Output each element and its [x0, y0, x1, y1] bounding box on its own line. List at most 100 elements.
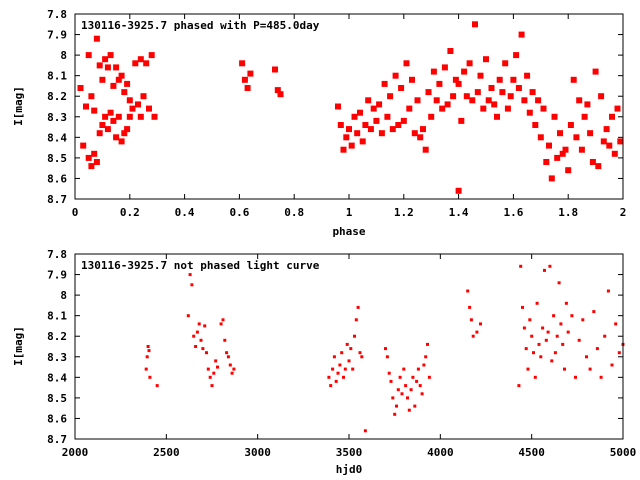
chart2-data-point: [564, 301, 568, 305]
chart2-data-point: [524, 347, 528, 351]
chart1-data-point: [428, 113, 435, 120]
chart2-data-point: [230, 371, 234, 375]
chart2-title: 130116-3925.7 not phased light curve: [81, 259, 320, 272]
chart1-data-point: [422, 146, 429, 153]
chart1-data-point: [151, 113, 158, 120]
chart2-data-point: [148, 375, 152, 379]
chart2-data-point: [588, 367, 592, 371]
chart1-data-point: [365, 97, 372, 104]
chart1-data-point: [102, 113, 109, 120]
chart2-data-point: [522, 326, 526, 330]
chart1-data-point: [406, 105, 413, 112]
chart1-data-point: [378, 130, 385, 137]
chart2-data-point: [409, 388, 413, 392]
chart2-data-point: [533, 375, 537, 379]
chart1-data-point: [384, 113, 391, 120]
chart2-data-point: [351, 367, 355, 371]
chart1-data-point: [115, 76, 122, 83]
chart1-data-point: [483, 56, 489, 63]
chart1-data-point: [395, 122, 402, 128]
chart1-x-tick-label: 1.6: [503, 206, 523, 219]
chart2-data-point: [232, 367, 236, 371]
chart2-data-point: [548, 264, 552, 268]
chart2-data-point: [606, 289, 610, 293]
chart2-data-point: [471, 334, 475, 338]
chart2-data-point: [559, 322, 563, 326]
chart2-data-point: [555, 334, 559, 338]
chart1-data-point: [104, 126, 111, 133]
chart1-data-point: [450, 93, 457, 100]
chart1-y-tick-label: 7.9: [47, 29, 67, 42]
chart1-data-point: [113, 134, 120, 141]
chart1-data-point: [480, 105, 487, 112]
chart2-data-point: [479, 322, 482, 326]
chart1-data-point: [400, 117, 407, 124]
chart2-data-point: [201, 347, 205, 351]
chart2-data-point: [535, 301, 539, 305]
chart2-data-point: [574, 375, 577, 379]
chart1-data-point: [510, 76, 517, 83]
chart1-data-point: [548, 175, 555, 182]
chart2-data-point: [228, 363, 232, 367]
chart1-data-point: [452, 76, 459, 83]
chart1-data-point: [91, 150, 98, 157]
chart1-y-tick-label: 8.6: [47, 172, 67, 185]
chart1-data-point: [554, 154, 561, 161]
chart2-data-point: [592, 310, 596, 314]
chart1-data-point: [551, 113, 558, 120]
chart1-data-point: [335, 103, 341, 110]
chart1-data-point: [337, 122, 344, 128]
chart1-data-point: [455, 187, 462, 194]
chart1-data-point: [587, 130, 594, 137]
chart1-data-point: [581, 113, 588, 120]
chart1-x-tick-label: 0.8: [284, 206, 304, 219]
chart1-title: 130116-3925.7 phased with P=485.0day: [81, 19, 320, 32]
chart1-data-point: [88, 93, 95, 100]
chart2-data-point: [147, 349, 151, 353]
chart2-data-point: [553, 351, 557, 355]
chart1-data-point: [348, 142, 355, 149]
chart2-y-tick-label: 7.8: [47, 248, 67, 261]
chart2-data-point: [566, 330, 570, 334]
chart1-data-point: [99, 122, 106, 128]
chart2-data-point: [617, 351, 621, 355]
chart1-data-point: [474, 89, 481, 96]
chart1-data-point: [529, 89, 536, 96]
chart2-data-point: [406, 396, 409, 400]
chart1-data-point: [137, 113, 144, 120]
chart2-data-point: [544, 338, 548, 342]
chart1-data-point: [433, 97, 440, 104]
chart2-data-point: [188, 273, 192, 277]
chart1-data-point: [598, 93, 605, 100]
chart1-data-point: [99, 76, 106, 83]
chart1-data-point: [104, 64, 111, 71]
chart2-data-point: [214, 359, 218, 363]
chart1-data-point: [135, 101, 141, 108]
chart1-data-point: [343, 134, 350, 141]
chart1-x-tick-label: 1: [346, 206, 353, 219]
chart1-data-point: [494, 113, 500, 120]
chart2-data-point: [195, 330, 199, 334]
chart1-x-tick-label: 0.4: [175, 206, 195, 219]
chart2-data-point: [466, 289, 470, 293]
chart1-data-point: [239, 60, 246, 67]
chart1-data-point: [370, 105, 377, 112]
chart1-y-tick-label: 8.5: [47, 152, 67, 165]
chart1-data-point: [578, 146, 585, 153]
chart1-data-point: [463, 93, 470, 100]
chart2-data-point: [360, 355, 364, 359]
chart1-y-tick-label: 8.4: [47, 131, 67, 144]
chart1-data-point: [121, 89, 128, 96]
chart1-data-point: [532, 122, 539, 128]
chart1-data-point: [340, 146, 347, 153]
chart2-data-point: [349, 347, 353, 351]
chart1-data-point: [420, 126, 426, 133]
chart1-y-tick-label: 8.2: [47, 90, 67, 103]
chart1-data-point: [83, 103, 89, 110]
chart2-data-point: [469, 318, 473, 322]
chart2-data-point: [334, 379, 338, 383]
chart1-data-point: [102, 56, 109, 63]
chart1-data-point: [611, 150, 618, 157]
chart2-data-point: [603, 334, 607, 338]
